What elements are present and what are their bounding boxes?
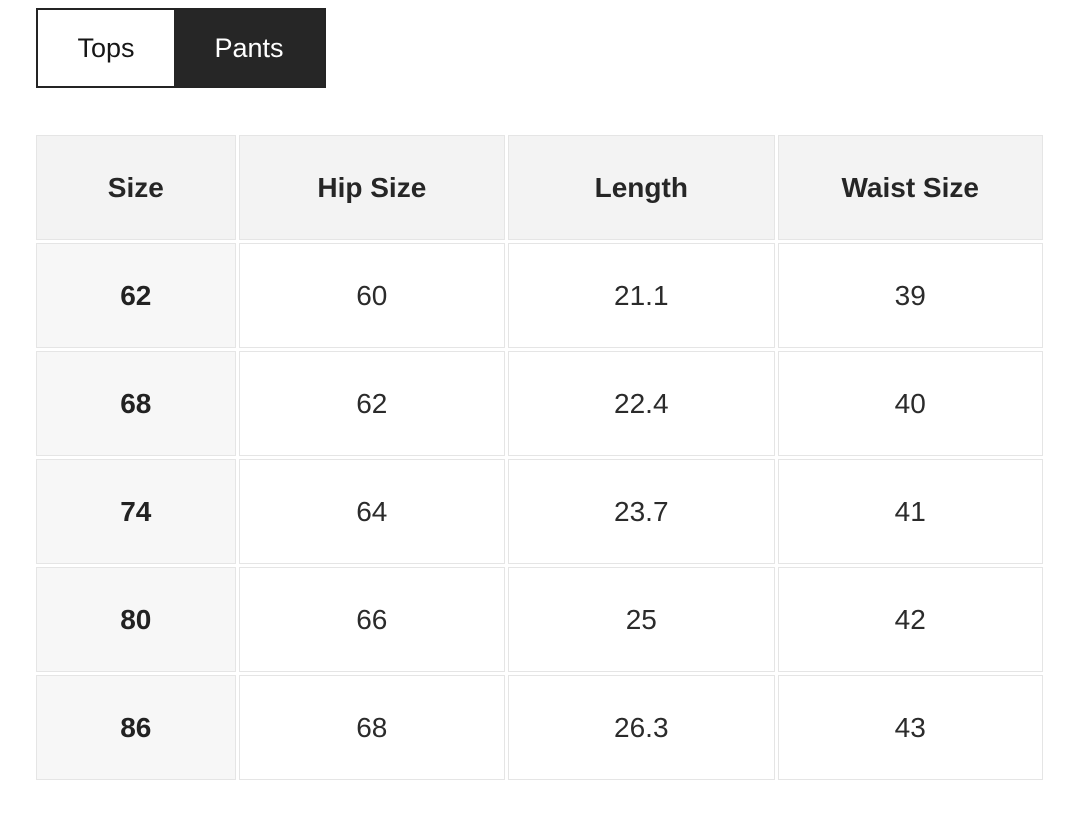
column-header-length: Length [508,135,775,240]
cell-waist: 41 [777,459,1043,564]
table-row: 80 66 25 42 [36,567,1043,672]
cell-size: 62 [36,243,236,348]
cell-length: 25 [508,567,775,672]
size-chart-container: Size Hip Size Length Waist Size 62 60 21… [33,132,1080,783]
cell-waist: 40 [777,351,1043,456]
cell-waist: 39 [777,243,1043,348]
cell-hip: 62 [238,351,506,456]
cell-hip: 64 [238,459,506,564]
column-header-waist-size: Waist Size [777,135,1043,240]
cell-length: 26.3 [508,675,775,780]
cell-size: 74 [36,459,236,564]
table-row: 74 64 23.7 41 [36,459,1043,564]
header-row: Size Hip Size Length Waist Size [36,135,1043,240]
cell-size: 80 [36,567,236,672]
cell-length: 22.4 [508,351,775,456]
cell-waist: 43 [777,675,1043,780]
tab-tops[interactable]: Tops [38,10,174,86]
cell-length: 21.1 [508,243,775,348]
table-row: 62 60 21.1 39 [36,243,1043,348]
column-header-size: Size [36,135,236,240]
cell-waist: 42 [777,567,1043,672]
cell-hip: 66 [238,567,506,672]
table-row: 68 62 22.4 40 [36,351,1043,456]
cell-size: 86 [36,675,236,780]
column-header-hip-size: Hip Size [238,135,506,240]
cell-size: 68 [36,351,236,456]
tab-pants[interactable]: Pants [174,10,324,86]
cell-hip: 60 [238,243,506,348]
size-chart-table: Size Hip Size Length Waist Size 62 60 21… [33,132,1046,783]
cell-length: 23.7 [508,459,775,564]
category-tab-bar: Tops Pants [36,8,326,88]
table-row: 86 68 26.3 43 [36,675,1043,780]
cell-hip: 68 [238,675,506,780]
